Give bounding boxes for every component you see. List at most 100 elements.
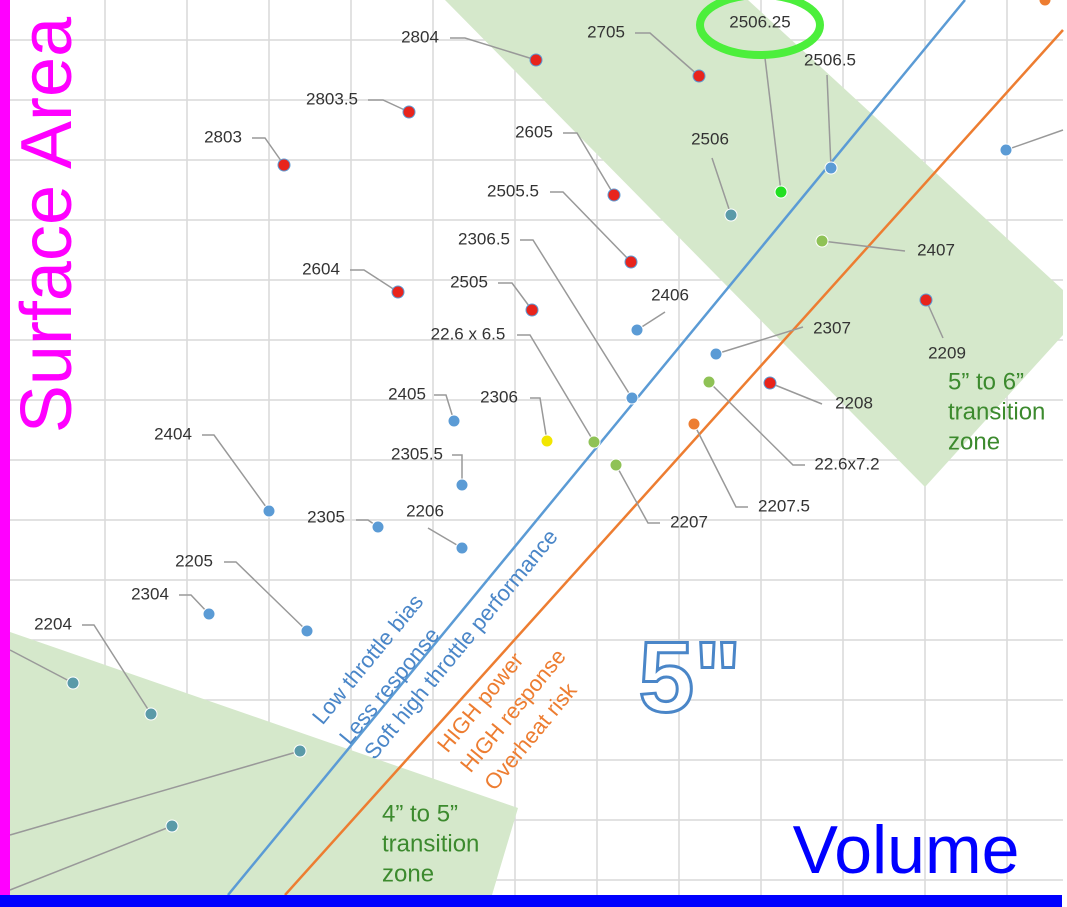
leader-line — [693, 423, 748, 508]
point-label: 2305 — [307, 507, 345, 526]
leader-line — [9, 750, 301, 836]
point — [709, 347, 723, 361]
leader-line — [224, 561, 308, 632]
point — [763, 376, 777, 390]
zone-band — [10, 632, 518, 895]
leader-line — [517, 334, 595, 443]
leader-line — [82, 624, 152, 715]
trend-line — [284, 29, 1064, 896]
point — [1038, 0, 1052, 7]
point — [815, 234, 829, 248]
y-title: Surface Area — [7, 16, 87, 433]
point — [525, 303, 539, 317]
point-label: 2208 — [835, 393, 873, 412]
point-label: 2406 — [651, 285, 689, 304]
point-label: 2205 — [175, 551, 213, 570]
point — [371, 520, 385, 534]
point — [774, 185, 788, 199]
point — [702, 375, 716, 389]
leader-line — [711, 157, 732, 216]
zone-label: 4” to 5” — [382, 800, 458, 827]
leader-line — [498, 282, 533, 311]
point-label: 2304 — [131, 584, 169, 603]
point-label: 2404 — [154, 424, 192, 443]
point-label: 2407 — [917, 240, 955, 259]
point-label: 2204 — [34, 614, 72, 633]
leader-line — [252, 137, 285, 166]
point — [625, 391, 639, 405]
point-label: 2604 — [302, 259, 340, 278]
point-label: 2305.5 — [391, 444, 443, 463]
point-label: 2306.5 — [458, 229, 510, 248]
point-label: 2506.25 — [729, 12, 790, 31]
leader-line — [563, 132, 615, 196]
point-label: 2505.5 — [487, 181, 539, 200]
point — [607, 188, 621, 202]
point — [455, 541, 469, 555]
point-label: 2306 — [480, 387, 518, 406]
zone-band — [445, 0, 1063, 487]
leader-line — [179, 594, 210, 615]
leader-line — [821, 240, 906, 252]
point — [202, 607, 216, 621]
point-label: 2605 — [515, 122, 553, 141]
point — [587, 435, 601, 449]
point — [144, 707, 158, 721]
size-label: 5" — [638, 621, 741, 733]
point-label: 2207 — [670, 512, 708, 531]
point-label: 2405 — [388, 384, 426, 403]
zone-label: transition — [948, 398, 1045, 425]
zone-label: zone — [948, 428, 1000, 455]
leader-line — [530, 397, 548, 442]
point-label: 2506.5 — [804, 50, 856, 69]
leader-line — [350, 269, 399, 293]
point — [529, 53, 543, 67]
leader-line — [715, 326, 804, 355]
leader-line — [452, 454, 463, 485]
zone-label: zone — [382, 860, 434, 887]
highlight — [696, 0, 824, 59]
point-label: 2207.5 — [758, 496, 810, 515]
point-label: 22.6x7.2 — [814, 454, 879, 473]
point — [824, 161, 838, 175]
points: 2804 2705 2506.25 2506.5 2803.5 2803 2605 2506 2… — [9, 0, 1064, 891]
leader-line — [764, 57, 782, 193]
leader-line — [202, 434, 270, 512]
point — [609, 458, 623, 472]
y-axis-bar — [0, 0, 10, 907]
leader-line — [520, 239, 633, 399]
point — [391, 285, 405, 299]
point — [687, 417, 701, 431]
point-label: 2505 — [450, 272, 488, 291]
leader-line — [769, 382, 823, 405]
leader-line — [434, 394, 455, 422]
point — [447, 414, 461, 428]
point — [540, 434, 554, 448]
leader-line — [450, 37, 537, 61]
point-label: 2206 — [406, 501, 444, 520]
point — [919, 293, 933, 307]
zone-label: transition — [382, 830, 479, 857]
leader-line — [9, 649, 74, 684]
point — [455, 478, 469, 492]
point — [724, 208, 738, 222]
point — [692, 69, 706, 83]
point-label: 2804 — [401, 27, 439, 46]
point — [300, 624, 314, 638]
leader-line — [1005, 129, 1064, 151]
point — [262, 504, 276, 518]
leader-line — [826, 74, 832, 169]
leader-line — [9, 825, 173, 891]
leader-line — [550, 191, 632, 263]
point-label: 2803.5 — [306, 89, 358, 108]
leader-line — [635, 32, 700, 77]
point-label: 2307 — [813, 318, 851, 337]
leader-line — [925, 299, 944, 339]
point — [624, 255, 638, 269]
point — [277, 158, 291, 172]
point — [402, 105, 416, 119]
point — [293, 744, 307, 758]
leader-line — [427, 527, 463, 549]
leader-line — [368, 99, 410, 113]
